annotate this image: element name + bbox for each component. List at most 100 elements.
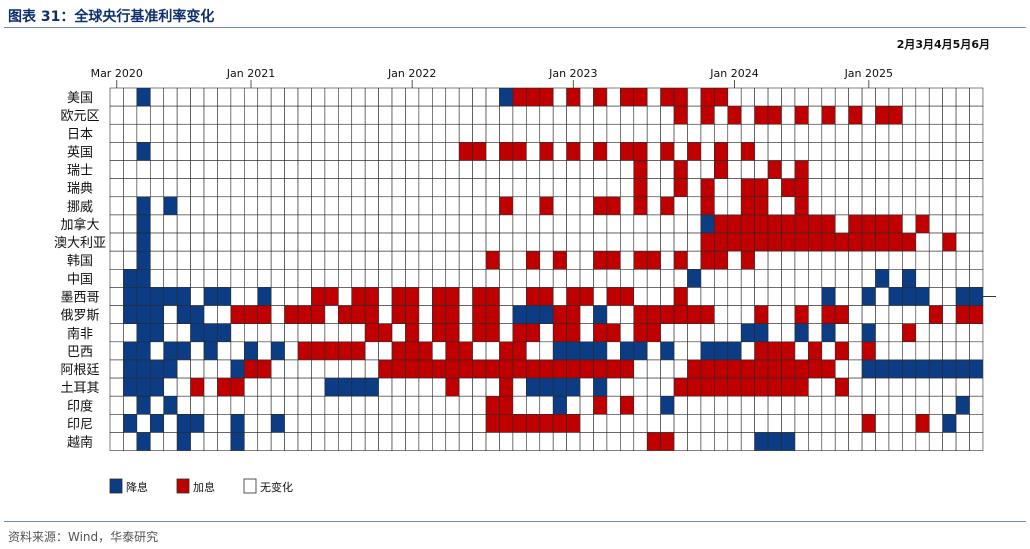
heatmap-cell [673,432,688,451]
heatmap-cell [673,359,688,379]
heatmap-cell [848,105,863,125]
heatmap-cell [955,178,970,198]
heatmap-cell [297,432,312,451]
heatmap-cell [902,305,917,324]
heatmap-cell [633,432,648,451]
heatmap-cell [552,196,567,216]
heatmap-cell [163,323,178,343]
heatmap-cell [902,287,917,306]
heatmap-cell [781,268,796,288]
heatmap-cell [230,268,245,288]
heatmap-cell [646,377,661,397]
heatmap-cell [888,160,903,179]
heatmap-cell [270,232,285,252]
heatmap-cell [432,232,447,252]
heatmap-cell [458,142,473,161]
heatmap-cell [955,305,970,324]
heatmap-cell [149,414,165,433]
heatmap-cell [794,87,809,107]
heatmap-cell [418,160,433,179]
heatmap-cell [324,414,339,433]
heatmap-cell [351,178,366,198]
heatmap-cell [646,214,661,234]
heatmap-cell [378,432,393,451]
heatmap-cell [190,414,205,433]
heatmap-cell [687,214,702,234]
heatmap-cell [176,268,191,288]
heatmap-cell [821,214,836,234]
heatmap-cell [740,432,755,451]
heatmap-cell [942,414,957,433]
heatmap-cell [942,268,957,288]
heatmap-cell [244,377,259,397]
heatmap-cell [888,414,903,433]
heatmap-cell [257,160,272,179]
heatmap-cell [257,87,272,107]
heatmap-cell [136,214,151,234]
heatmap-cell [203,359,218,379]
heatmap-cell [378,178,393,198]
heatmap-cell [526,432,541,451]
heatmap-cell [311,377,326,397]
heatmap-cell [767,142,782,161]
heatmap-cell [714,214,729,234]
heatmap-cell [149,214,165,234]
heatmap-cell [539,232,554,252]
heatmap-cell [566,160,581,179]
heatmap-cell [123,323,138,343]
heatmap-cell [969,232,984,252]
heatmap-cell [176,214,191,234]
heatmap-cell [539,87,554,107]
heatmap-cell [566,377,581,397]
heatmap-cell [861,432,876,451]
row-label: 中国 [67,272,93,287]
heatmap-cell [714,395,729,415]
heatmap-cell [700,395,715,415]
heatmap-cell [579,250,594,270]
heatmap-cell [485,323,500,343]
heatmap-cell [297,323,312,343]
heatmap-cell [902,160,917,179]
heatmap-cell [351,323,366,343]
heatmap-cell [284,323,299,343]
heatmap-cell [257,287,272,306]
heatmap-cell [445,341,460,361]
heatmap-cell [109,196,124,216]
heatmap-cell [324,432,339,451]
heatmap-cell [526,196,541,216]
heatmap-cell [861,250,876,270]
heatmap-cell [754,359,769,379]
heatmap-cell [727,395,742,415]
heatmap-cell [217,268,232,288]
heatmap-cell [593,87,608,107]
heatmap-cell [244,178,259,198]
heatmap-cell [821,250,836,270]
heatmap-cell [660,178,675,198]
heatmap-cell [552,105,567,125]
heatmap-cell [620,377,635,397]
heatmap-cell [324,323,339,343]
heatmap-cell [794,214,809,234]
heatmap-cell [432,105,447,125]
heatmap-cell [499,323,514,343]
heatmap-cell [244,196,259,216]
heatmap-cell [364,341,379,361]
heatmap-cell [579,359,594,379]
heatmap-cell [485,178,500,198]
heatmap-cell [472,160,487,179]
heatmap-cell [875,432,890,451]
heatmap-cell [660,142,675,161]
heatmap-cell [230,160,245,179]
heatmap-cell [633,377,648,397]
heatmap-cell [539,178,554,198]
heatmap-cell [794,359,809,379]
heatmap-cell [781,323,796,343]
heatmap-cell [539,214,554,234]
heatmap-cell [472,323,487,343]
heatmap-cell [942,305,957,324]
heatmap-cell [364,105,379,125]
heatmap-cell [526,305,541,324]
heatmap-cell [834,359,849,379]
heatmap-cell [485,305,500,324]
heatmap-cell [606,377,621,397]
